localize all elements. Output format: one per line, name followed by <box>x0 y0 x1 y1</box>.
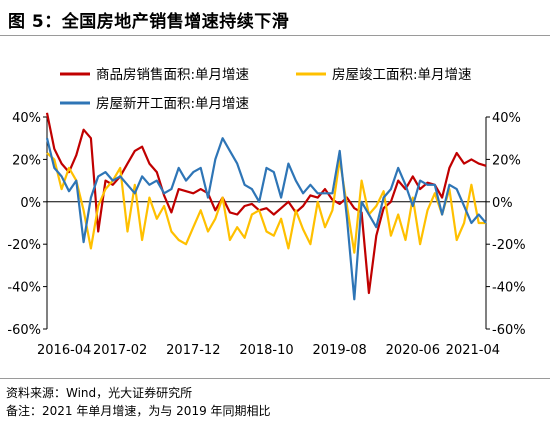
x-tick-label: 2017-12 <box>166 343 220 358</box>
right-tick-label: 0% <box>492 196 513 211</box>
series-line-3 <box>45 137 487 301</box>
source-note: 资料来源：Wind，光大证券研究所 <box>6 386 193 400</box>
legend-label-2: 房屋竣工面积:单月增速 <box>332 67 472 83</box>
title-bar: 图 5：全国房地产销售增速持续下滑 <box>0 0 550 36</box>
chart-series <box>45 112 487 301</box>
chart-axes <box>46 117 487 329</box>
legend-label-1: 商品房销售面积:单月增速 <box>96 67 249 83</box>
x-tick-label: 2016-04 <box>37 343 91 358</box>
left-tick-label: -60% <box>7 323 41 338</box>
x-tick-label: 2021-04 <box>446 343 500 358</box>
x-tick-label: 2017-02 <box>93 343 147 358</box>
right-tick-label: -20% <box>492 238 526 253</box>
x-axis-ticks: 2016-04 2017-02 2017-12 2018-10 2019-08 2020-… <box>37 343 500 358</box>
legend-label-3: 房屋新开工面积:单月增速 <box>96 96 249 112</box>
footnote: 备注：2021 年单月增速，为与 2019 年同期相比 <box>6 404 271 418</box>
left-tick-label: -40% <box>7 281 41 296</box>
left-y-axis-ticks: 40% 20% 0% -20% -40% -60% <box>7 111 47 338</box>
left-tick-label: 20% <box>12 153 41 168</box>
right-y-axis-ticks: 40% 20% 0% -20% -40% -60% <box>486 111 526 338</box>
right-tick-label: -60% <box>492 323 526 338</box>
left-tick-label: -20% <box>7 238 41 253</box>
figure-title: 图 5：全国房地产销售增速持续下滑 <box>8 12 290 32</box>
right-tick-label: -40% <box>492 281 526 296</box>
left-tick-label: 40% <box>12 111 41 126</box>
right-tick-label: 40% <box>492 111 521 126</box>
x-tick-label: 2020-06 <box>386 343 440 358</box>
footer-divider <box>0 378 550 379</box>
series-line-2 <box>46 152 486 254</box>
left-tick-label: 0% <box>20 196 41 211</box>
x-tick-label: 2019-08 <box>313 343 367 358</box>
x-tick-label: 2018-10 <box>239 343 293 358</box>
series-line-1 <box>45 112 487 295</box>
right-tick-label: 20% <box>492 153 521 168</box>
